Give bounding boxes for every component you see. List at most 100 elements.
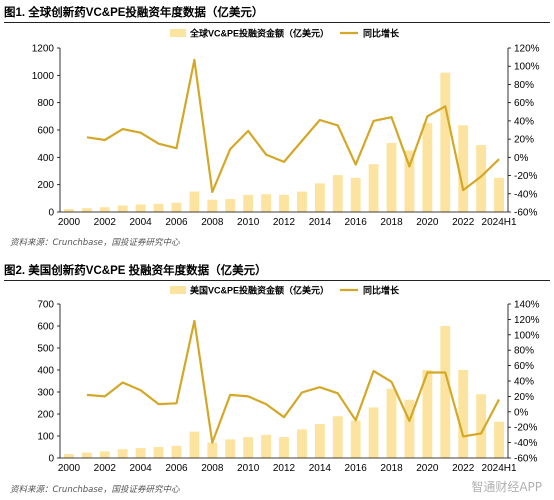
- bar-2024H1: [494, 421, 504, 458]
- legend-bar-swatch: [170, 29, 186, 37]
- right-tick-label: 100%: [514, 330, 540, 341]
- chart2-title: 图2. 美国创新药VC&PE 投融资年度数据（亿美元）: [4, 265, 267, 277]
- x-tick-label: 2016: [345, 463, 368, 474]
- bar-2016: [350, 177, 361, 212]
- chart1-svg: 0 200 400 600 800 1000 1200 -60% -40% -20% 0% 20% 40…: [32, 28, 540, 229]
- left-tick-label: 1000: [32, 71, 55, 82]
- x-tick-label: 2022: [452, 463, 475, 474]
- bar-2013: [296, 191, 307, 212]
- legend-bar-swatch: [170, 286, 186, 294]
- left-tick-label: 300: [37, 388, 54, 399]
- bar-2014: [314, 423, 325, 458]
- bar-2020: [422, 370, 433, 458]
- bar-2011: [261, 434, 272, 458]
- right-tick-label: 20%: [514, 135, 534, 146]
- x-tick-label: 2020: [416, 463, 439, 474]
- bar-2009: [225, 199, 236, 212]
- left-tick-label: 600: [37, 126, 54, 137]
- x-tick-label: 2012: [273, 217, 296, 228]
- bar-2000: [64, 454, 74, 458]
- bar-2007: [189, 431, 200, 458]
- x-tick-label: 2004: [130, 463, 153, 474]
- bar-2020: [422, 123, 433, 212]
- bar-2018: [386, 388, 397, 458]
- growth-line: [86, 319, 500, 444]
- right-tick-label: 140%: [514, 300, 540, 311]
- bar-2005: [153, 203, 164, 212]
- right-tick-label: -20%: [514, 171, 537, 182]
- left-tick-label: 0: [48, 454, 54, 465]
- bar-2001: [81, 452, 92, 458]
- watermark: 智通财经APP: [471, 480, 542, 494]
- bar-2004: [135, 204, 146, 212]
- right-tick-label: -40%: [514, 438, 537, 449]
- legend-line-label: 同比增长: [363, 28, 400, 39]
- right-tick-label: -40%: [514, 189, 537, 200]
- x-tick-label: 2022: [452, 217, 475, 228]
- bar-2002: [99, 451, 110, 458]
- left-tick-label: 200: [37, 410, 54, 421]
- chart1-title: 图1. 全球创新药VC&PE投融资年度数据（亿美元）: [4, 7, 264, 19]
- bar-2013: [296, 429, 307, 458]
- bar-2022: [458, 370, 469, 458]
- bar-2024H1: [494, 177, 504, 212]
- bar-2012: [279, 437, 289, 458]
- right-tick-label: 40%: [514, 377, 534, 388]
- x-tick-label: 2004: [130, 217, 153, 228]
- left-tick-label: 100: [37, 432, 54, 443]
- x-tick-label: 2014: [309, 217, 332, 228]
- bar-2001: [81, 208, 92, 212]
- right-tick-label: 60%: [514, 361, 534, 372]
- x-tick-label: 2024H1: [482, 217, 517, 228]
- bar-2019: [404, 150, 415, 212]
- bar-2017: [368, 164, 379, 212]
- x-tick-label: 2012: [273, 463, 296, 474]
- right-tick-label: 120%: [514, 315, 540, 326]
- x-tick-label: 2002: [94, 463, 117, 474]
- x-tick-label: 2016: [345, 217, 368, 228]
- x-tick-label: 2020: [416, 217, 439, 228]
- left-tick-label: 400: [37, 366, 54, 377]
- right-tick-label: -20%: [514, 423, 537, 434]
- bar-2006: [171, 202, 182, 212]
- right-tick-label: 80%: [514, 346, 534, 357]
- right-tick-label: 0%: [514, 153, 529, 164]
- x-tick-label: 2000: [58, 217, 81, 228]
- bar-2009: [225, 439, 236, 458]
- bar-2014: [314, 183, 325, 212]
- bar-2005: [153, 447, 164, 458]
- right-tick-label: 80%: [514, 80, 534, 91]
- bar-2010: [243, 194, 254, 212]
- chart2-svg: 0 100 200 300 400 500 600 700 -60% -40% -20% 0% 20% 4…: [37, 285, 540, 475]
- right-tick-label: 120%: [514, 44, 540, 55]
- x-tick-label: 2006: [165, 463, 188, 474]
- bar-2010: [243, 437, 254, 458]
- bar-2023: [476, 145, 487, 212]
- left-tick-label: 700: [37, 300, 54, 311]
- chart2-source: 资料来源：Crunchbase，国投证券研究中心: [10, 485, 180, 495]
- bar-2003: [117, 205, 128, 212]
- left-tick-label: 600: [37, 322, 54, 333]
- x-tick-label: 2018: [380, 217, 403, 228]
- bar-2007: [189, 191, 200, 212]
- legend-bar-label: 全球VC&PE投融资金额（亿美元）: [189, 28, 329, 39]
- left-tick-label: 200: [37, 180, 54, 191]
- bar-2023: [476, 394, 487, 458]
- left-tick-label: 500: [37, 344, 54, 355]
- right-tick-label: -60%: [514, 454, 537, 465]
- bar-2015: [332, 416, 343, 458]
- bar-2019: [404, 399, 415, 458]
- bar-2000: [64, 208, 74, 212]
- bar-2021: [440, 326, 451, 458]
- x-tick-label: 2018: [380, 463, 403, 474]
- left-tick-label: 0: [48, 208, 54, 219]
- bar-2022: [458, 125, 469, 212]
- chart1-title-rule: [4, 22, 550, 23]
- x-tick-label: 2000: [58, 463, 81, 474]
- bar-2018: [386, 142, 397, 212]
- bar-2002: [99, 207, 110, 212]
- right-tick-label: 0%: [514, 407, 529, 418]
- x-tick-label: 2010: [237, 217, 260, 228]
- growth-line: [86, 58, 500, 194]
- x-tick-label: 2010: [237, 463, 260, 474]
